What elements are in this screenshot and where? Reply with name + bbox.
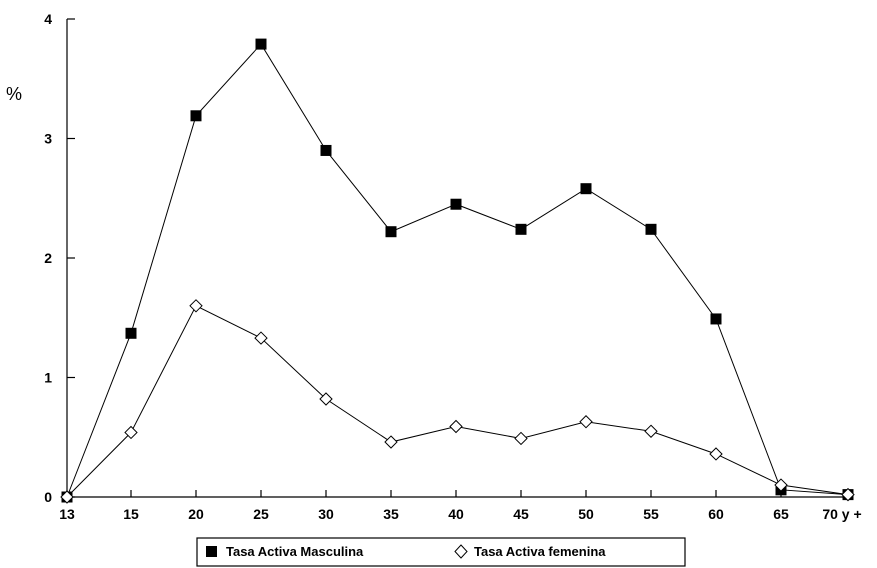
data-point-femenina	[449, 419, 463, 434]
data-point-masculina	[125, 327, 137, 339]
x-tick-label: 35	[383, 506, 399, 522]
legend-marker-femenina	[454, 544, 468, 559]
data-point-masculina	[645, 223, 657, 235]
data-point-femenina	[644, 424, 658, 438]
x-tick-label: 13	[59, 506, 75, 522]
y-tick-label: 4	[44, 11, 52, 27]
data-point-masculina	[580, 183, 592, 195]
x-tick-label: 45	[513, 506, 529, 522]
data-point-masculina	[320, 144, 332, 156]
data-point-masculina	[710, 313, 722, 325]
legend-marker-masculina	[206, 546, 217, 557]
data-point-femenina	[60, 490, 74, 504]
data-point-femenina	[709, 447, 723, 461]
legend-box	[196, 537, 686, 567]
data-point-femenina	[579, 415, 593, 429]
data-point-femenina	[841, 487, 855, 502]
data-point-masculina	[450, 198, 462, 210]
x-tick-label: 20	[188, 506, 204, 522]
x-tick-label: 40	[448, 506, 464, 522]
x-tick-label: 50	[578, 506, 594, 522]
x-tick-label: 25	[253, 506, 269, 522]
legend-label-femenina: Tasa Activa femenina	[474, 544, 606, 559]
legend: Tasa Activa Masculina Tasa Activa femeni…	[196, 537, 686, 567]
data-point-femenina	[514, 431, 528, 446]
x-tick-label: 15	[123, 506, 139, 522]
x-tick-label: 65	[773, 506, 789, 522]
data-point-masculina	[515, 223, 527, 235]
y-tick-label: 0	[44, 489, 52, 505]
y-ticks: 0 1 2 3 4	[44, 11, 75, 505]
data-point-femenina	[774, 478, 788, 492]
x-ticks: 13 15 20 25 30 35 40 45 50 55 60 65 70 y +	[59, 490, 862, 522]
data-point-femenina	[124, 425, 138, 440]
legend-label-masculina: Tasa Activa Masculina	[226, 544, 364, 559]
x-tick-label: 70 y +	[822, 506, 861, 522]
data-point-femenina	[189, 299, 203, 313]
data-point-masculina	[255, 38, 267, 50]
x-tick-label: 55	[643, 506, 659, 522]
y-tick-label: 2	[44, 250, 52, 266]
y-tick-label: 1	[44, 370, 52, 386]
y-tick-label: 3	[44, 131, 52, 147]
x-tick-label: 60	[708, 506, 724, 522]
data-point-femenina	[384, 435, 398, 449]
data-point-femenina	[254, 331, 268, 345]
data-point-masculina	[385, 226, 397, 238]
series-line-femenina	[66, 305, 849, 498]
y-axis-label: %	[6, 84, 22, 104]
x-tick-label: 30	[318, 506, 334, 522]
data-point-femenina	[319, 392, 333, 406]
data-point-masculina	[190, 110, 202, 122]
series-markers	[60, 38, 855, 504]
